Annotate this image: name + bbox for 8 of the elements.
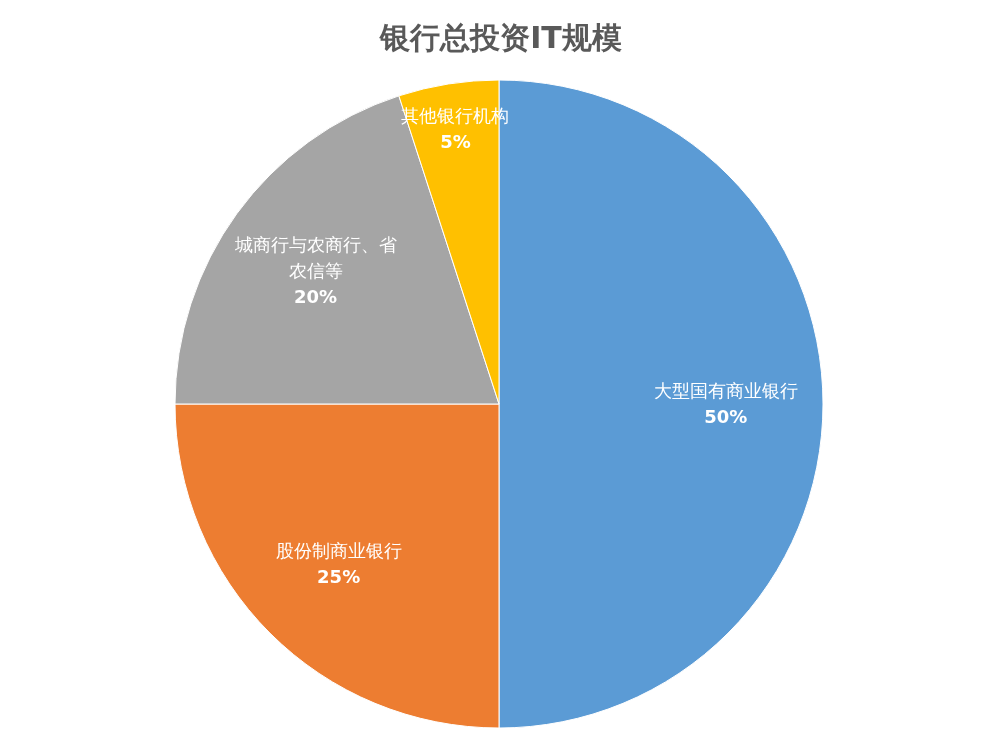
- data-label: 25%: [317, 566, 361, 588]
- data-label: 5%: [440, 130, 471, 152]
- data-label: 50%: [704, 406, 748, 427]
- slice-label: 大型国有商业银行: [653, 380, 798, 401]
- slice-label: 股份制商业银行: [275, 540, 402, 562]
- chart-title: 银行总投资IT规模: [378, 20, 622, 55]
- data-label: 20%: [293, 285, 338, 307]
- slice-label: 城商行与农商行、省农信等: [233, 233, 397, 281]
